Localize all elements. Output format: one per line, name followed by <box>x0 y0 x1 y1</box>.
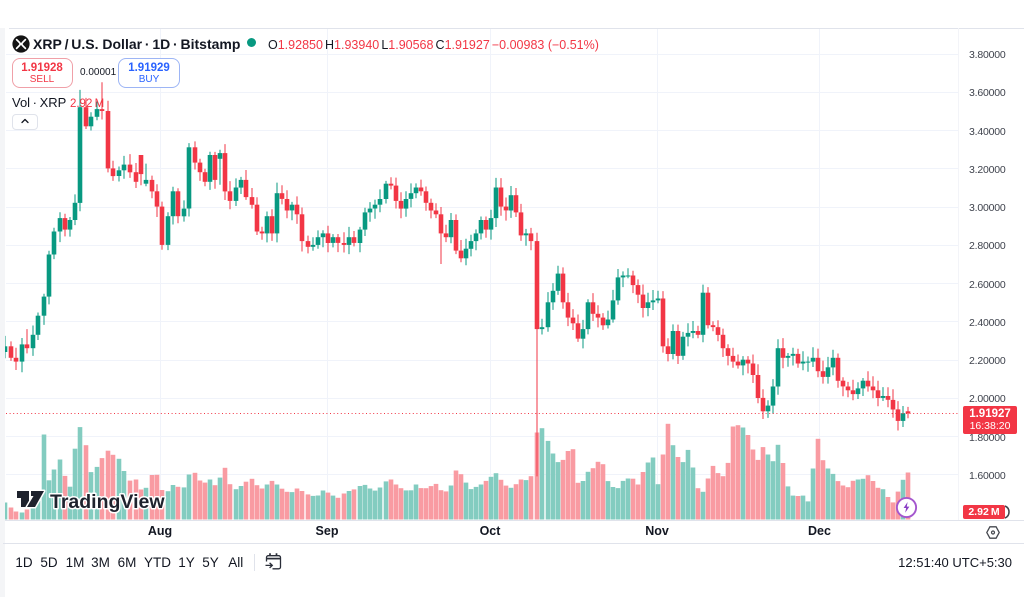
svg-text:TradingView: TradingView <box>50 491 165 513</box>
